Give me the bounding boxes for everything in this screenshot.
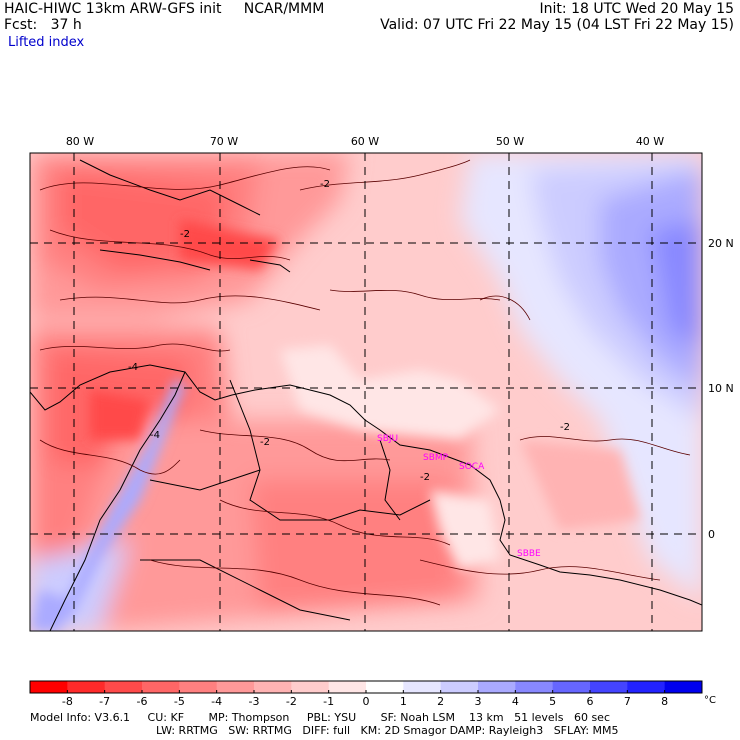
forecast-hour: Fcst: 37 h (4, 17, 82, 33)
colorbar-swatch (142, 681, 180, 693)
colorbar: -8 -7 -6 -5 -4 -3 -2 -1 0 1 2 3 4 5 6 7 8 °C (29, 680, 716, 708)
contour-label: -4 (150, 430, 160, 441)
colorbar-tick-label: 4 (512, 695, 519, 708)
colorbar-swatch (67, 681, 106, 693)
colorbar-tick-label: -1 (323, 695, 334, 708)
colorbar-tick-label: 5 (549, 695, 556, 708)
colorbar-swatch (440, 681, 479, 693)
colorbar-tick-label: -7 (99, 695, 110, 708)
colorbar-swatch (552, 681, 591, 693)
lat-label: 10 N (708, 382, 734, 395)
colorbar-swatch (627, 681, 666, 693)
colorbar-tick-label: -4 (211, 695, 222, 708)
colorbar-swatch (291, 681, 330, 693)
contour-label: -4 (128, 362, 138, 373)
model-title: HAIC-HIWC 13km ARW-GFS init NCAR/MMM (4, 1, 325, 17)
station-soca: SOCA (459, 462, 485, 472)
lon-label: 70 W (210, 135, 238, 148)
colorbar-tick-label: 0 (363, 695, 370, 708)
station-sbju: SBJU (377, 434, 398, 444)
map-frame (29, 152, 703, 632)
contour-label: -2 (260, 437, 270, 448)
valid-time: Valid: 07 UTC Fri 22 May 15 (04 LST Fri … (380, 17, 734, 33)
contour-label: -2 (560, 422, 570, 433)
colorbar-swatch (664, 681, 703, 693)
colorbar-tick-label: -8 (62, 695, 73, 708)
colorbar-swatch (403, 681, 442, 693)
colorbar-swatch (216, 681, 255, 693)
colorbar-swatch (366, 681, 404, 693)
colorbar-swatch (515, 681, 554, 693)
colorbar-tick-label: 7 (624, 695, 631, 708)
colorbar-swatch (30, 681, 68, 693)
lat-lon-grid (30, 153, 702, 631)
lon-label: 80 W (66, 135, 94, 148)
colorbar-tick-label: -5 (174, 695, 185, 708)
contour-label: -2 (180, 229, 190, 240)
station-sbbe: SBBE (517, 549, 541, 559)
lat-label: 0 (708, 528, 715, 541)
contour-label: -2 (420, 472, 430, 483)
colorbar-tick-label: 8 (661, 695, 668, 708)
colorbar-tick-label: -2 (286, 695, 297, 708)
model-info-line2: LW: RRTMG SW: RRTMG DIFF: full KM: 2D Sm… (156, 724, 619, 737)
colorbar-tick-label: 3 (475, 695, 482, 708)
contour-lines (39, 159, 691, 606)
station-sbmp: SBMP (423, 453, 449, 463)
colorbar-swatch (179, 681, 218, 693)
colorbar-tick-label: -3 (249, 695, 260, 708)
field-name: Lifted index (8, 35, 85, 50)
coastlines (30, 159, 702, 631)
colorbar-swatch (254, 681, 292, 693)
lon-label: 40 W (636, 135, 664, 148)
colorbar-swatch (328, 681, 367, 693)
contour-label: -2 (320, 179, 330, 190)
colorbar-tick-label: 2 (437, 695, 444, 708)
lifted-index-shading (30, 153, 702, 631)
colorbar-swatch (478, 681, 516, 693)
lon-label: 60 W (351, 135, 379, 148)
colorbar-tick-label: -6 (137, 695, 148, 708)
colorbar-tick-label: 1 (400, 695, 407, 708)
lon-label: 50 W (496, 135, 524, 148)
lat-label: 20 N (708, 237, 734, 250)
model-info-line1: Model Info: V3.6.1 CU: KF MP: Thompson P… (30, 711, 610, 724)
colorbar-swatch (104, 681, 143, 693)
init-time: Init: 18 UTC Wed 20 May 15 (539, 1, 734, 17)
colorbar-swatch (590, 681, 628, 693)
colorbar-tick-label: 6 (587, 695, 594, 708)
colorbar-unit: °C (704, 695, 716, 706)
